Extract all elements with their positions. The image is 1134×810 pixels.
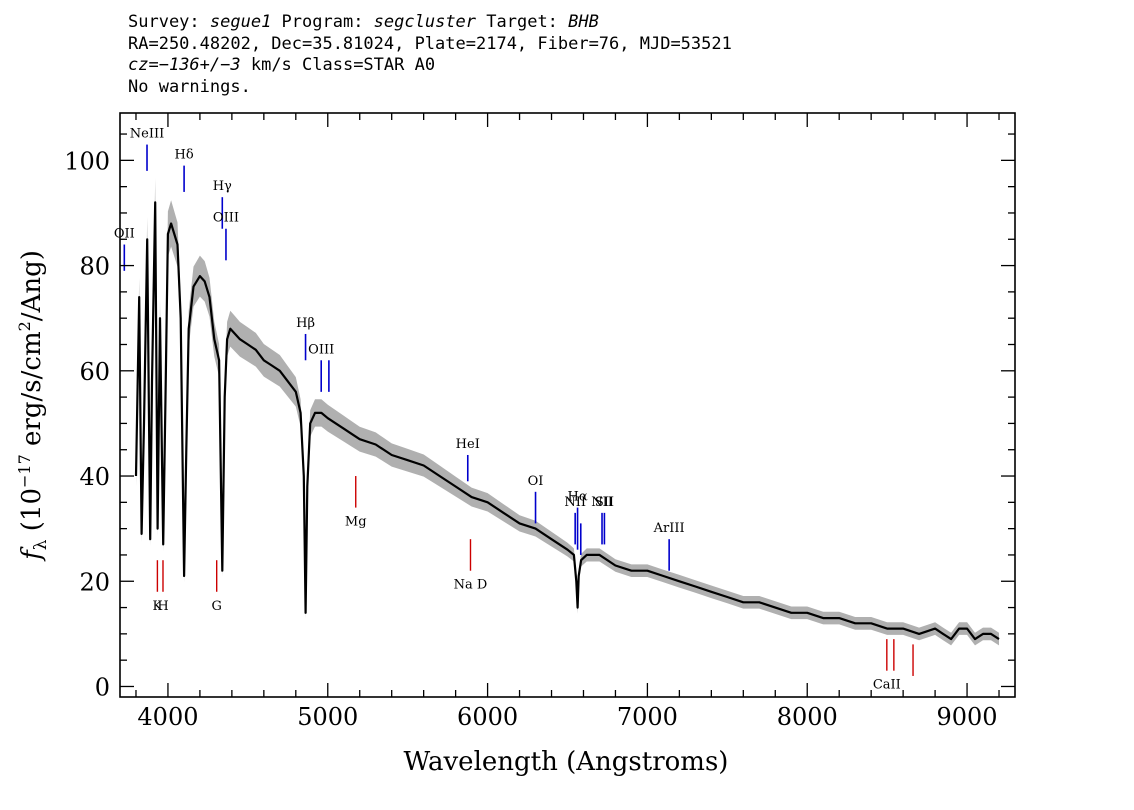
- header-line-redshift-segment: cz=: [128, 55, 159, 75]
- y-tick-label: 20: [79, 568, 110, 596]
- x-axis-label: Wavelength (Angstroms): [404, 747, 729, 777]
- absorption-line-label: K: [153, 599, 163, 614]
- header-line-coordinates: RA=250.48202, Dec=35.81024, Plate=2174, …: [128, 33, 732, 54]
- y-tick-label: 100: [64, 147, 110, 175]
- y-tick-label: 0: [95, 673, 110, 701]
- x-tick-label: 9000: [937, 703, 998, 731]
- absorption-line-label: CaII: [873, 678, 901, 693]
- emission-line-label: OIII: [308, 342, 334, 357]
- header-line-redshift: cz=−136+/−3 km/s Class=STAR A0: [128, 55, 732, 77]
- emission-line-label: OII: [114, 227, 135, 242]
- x-tick-label: 5000: [297, 703, 358, 731]
- header-line-survey-segment: Survey:: [128, 12, 210, 32]
- header-line-survey: Survey: segue1 Program: segcluster Targe…: [128, 12, 732, 34]
- y-label-subscript: λ: [31, 539, 51, 550]
- header-line-survey-segment: segcluster: [373, 12, 477, 32]
- header-line-survey-segment: BHB: [568, 12, 599, 32]
- y-label-text: (10: [17, 488, 47, 540]
- y-tick-label: 60: [79, 358, 110, 386]
- y-axis-label: fλ (10−17 erg/s/cm2/Ang): [15, 250, 51, 562]
- emission-line-label: NeIII: [130, 127, 164, 142]
- header-line-survey-segment: Program:: [271, 12, 374, 32]
- emission-line-label: Hδ: [175, 148, 194, 163]
- error-band-area: [136, 178, 999, 646]
- y-label-superscript: −17: [15, 454, 34, 488]
- error-band: [136, 178, 999, 646]
- emission-line-label: NII: [591, 495, 613, 510]
- y-label-text: erg/s/cm: [17, 331, 47, 454]
- emission-line-label: Hβ: [296, 316, 315, 331]
- header-line-survey-segment: segue1: [209, 12, 272, 32]
- absorption-line-label: G: [211, 599, 221, 614]
- header-line-redshift-segment: −136+/−3: [158, 55, 241, 75]
- y-label-text: /Ang): [17, 250, 47, 321]
- emission-line-label: Hγ: [213, 179, 232, 194]
- y-tick-label: 40: [79, 463, 110, 491]
- spectrum-header: Survey: segue1 Program: segcluster Targe…: [128, 12, 732, 98]
- header-line-warnings: No warnings.: [128, 76, 251, 97]
- x-tick-label: 7000: [617, 703, 678, 731]
- emission-line-label: Hα: [568, 490, 588, 505]
- x-tick-label: 6000: [457, 703, 518, 731]
- emission-line-label: OIII: [213, 211, 239, 226]
- emission-line-label: ArIII: [653, 521, 685, 536]
- header-line-survey-segment: Target:: [476, 12, 569, 32]
- spectrum-flux-line: [134, 201, 1000, 641]
- absorption-line-label: Mg: [345, 515, 367, 530]
- x-tick-label: 4000: [137, 703, 198, 731]
- absorption-line-label: Na D: [454, 578, 488, 593]
- emission-line-label: HeI: [456, 437, 480, 452]
- header-line-redshift-segment: km/s Class=STAR A0: [240, 55, 436, 75]
- absorption-line-label: H: [157, 599, 168, 614]
- spectrum-series: [134, 201, 1000, 641]
- y-tick-label: 80: [79, 253, 110, 281]
- emission-line-label: SII: [595, 495, 614, 510]
- x-tick-label: 8000: [777, 703, 838, 731]
- plot-axes: 4000 5000 6000 7000 8000 9000 0 20 40 60 80 100: [64, 112, 1016, 731]
- emission-line-label: NII: [564, 495, 586, 510]
- y-label-superscript: 2: [15, 321, 34, 331]
- emission-line-label: OI: [528, 474, 544, 489]
- plot-frame: [119, 112, 1016, 698]
